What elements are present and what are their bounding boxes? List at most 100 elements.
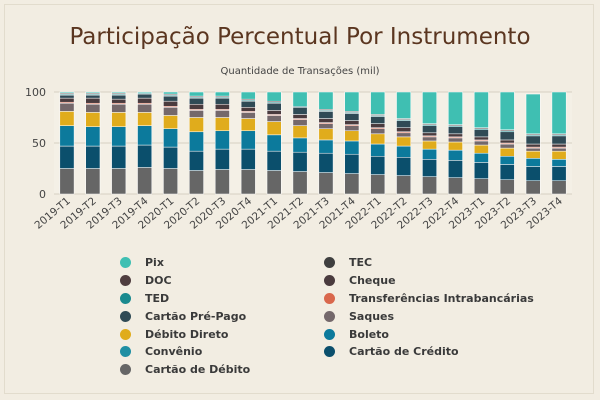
bar-segment xyxy=(189,103,204,110)
legend-label: Convênio xyxy=(145,345,203,359)
bar-segment xyxy=(370,123,386,128)
bar-segment xyxy=(189,110,204,118)
bar-segment xyxy=(85,168,101,195)
bar-segment xyxy=(59,102,75,112)
legend-item: DOC xyxy=(120,272,324,290)
bar-segment xyxy=(525,93,541,135)
bar-segment xyxy=(318,111,334,119)
bar-segment xyxy=(396,127,412,133)
bar-segment xyxy=(189,97,204,105)
bar-segment xyxy=(499,143,515,149)
bar-segment xyxy=(163,128,178,148)
bar-segment xyxy=(240,100,256,108)
bar-segment xyxy=(111,168,127,195)
bar-segment xyxy=(551,180,567,195)
bar-segment xyxy=(448,149,463,161)
bar-segment xyxy=(214,91,230,97)
bar-segment xyxy=(85,94,101,99)
legend-swatch xyxy=(120,328,131,340)
legend-label: Pix xyxy=(145,256,164,270)
bar-segment xyxy=(85,91,101,94)
chart-legend: Pix TEC DOC Cheque TED Transferências Intraba… xyxy=(120,254,540,379)
bar-segment xyxy=(473,129,489,138)
bar-segment xyxy=(59,111,75,126)
bar-segment xyxy=(266,91,282,102)
legend-label: DOC xyxy=(145,274,172,288)
bar-segment xyxy=(525,147,541,152)
legend-item: Pix xyxy=(120,254,324,272)
bar-segment xyxy=(111,126,127,147)
bar-segment xyxy=(163,115,178,129)
bar-segment xyxy=(396,175,412,195)
bar-segment xyxy=(422,159,437,177)
bar-segment xyxy=(266,134,282,152)
bar-segment xyxy=(240,112,256,119)
bar-segment xyxy=(318,118,334,123)
bar-segment xyxy=(111,145,127,169)
chart-subtitle: Quantidade de Transações (mil) xyxy=(220,66,380,77)
bar-segment xyxy=(396,91,412,119)
bar-segment xyxy=(137,103,153,113)
bar-segment xyxy=(499,91,515,130)
bar-segment xyxy=(396,157,412,176)
bar-segment xyxy=(344,130,360,142)
bar-segment xyxy=(163,168,178,195)
bar-segment xyxy=(214,117,230,132)
legend-item: Saques xyxy=(324,307,540,325)
bar-segment xyxy=(240,91,256,100)
bar-segment xyxy=(448,137,463,143)
legend-swatch xyxy=(120,364,131,376)
bar-segment xyxy=(189,91,204,97)
bar-segment xyxy=(422,132,437,137)
bar-segment xyxy=(318,91,334,110)
bar-segment xyxy=(59,94,75,99)
bar-segment xyxy=(473,144,489,154)
bar-segment xyxy=(163,91,178,95)
bar-segment xyxy=(344,173,360,195)
bar-segment xyxy=(551,147,567,152)
bar-segment xyxy=(344,120,360,125)
bar-segment xyxy=(551,150,567,160)
bar-segment xyxy=(396,132,412,138)
bar-segment xyxy=(473,152,489,163)
bar-segment xyxy=(163,107,178,116)
bar-segment xyxy=(370,143,386,157)
legend-label: Transferências Intrabancárias xyxy=(349,291,534,305)
bar-segment xyxy=(85,103,101,113)
legend-item: Cheque xyxy=(324,272,540,290)
bar-segment xyxy=(189,170,204,195)
legend-label: Cheque xyxy=(349,274,396,288)
bar-segment xyxy=(85,112,101,127)
bar-segment xyxy=(266,110,282,115)
bar-segment xyxy=(370,156,386,175)
bar-segment xyxy=(344,113,360,121)
bar-segment xyxy=(370,91,386,115)
bar-segment xyxy=(85,97,101,104)
bar-segment xyxy=(525,150,541,159)
bar-segment xyxy=(473,140,489,146)
bar-segment xyxy=(137,144,153,168)
bar-segment xyxy=(422,125,437,134)
bar-segment xyxy=(344,125,360,132)
bar-segment xyxy=(370,116,386,124)
bar-segment xyxy=(448,160,463,178)
legend-item: TED xyxy=(120,290,324,308)
legend-swatch xyxy=(324,275,335,287)
legend-swatch xyxy=(324,346,335,358)
bar-segment xyxy=(525,135,541,145)
bar-segment xyxy=(292,119,308,126)
bar-segment xyxy=(525,143,541,148)
bar-segment xyxy=(240,148,256,170)
bar-segment xyxy=(240,130,256,150)
bar-segment xyxy=(396,145,412,158)
legend-swatch xyxy=(324,292,335,304)
legend-item: Cartão Pré-Pago xyxy=(120,307,324,325)
bar-segment xyxy=(344,153,360,174)
bar-segment xyxy=(111,91,127,94)
bar-segment xyxy=(292,171,308,195)
bar-segment xyxy=(422,91,437,124)
bar-segment xyxy=(370,133,386,145)
y-tick-label: 100 xyxy=(25,86,46,99)
bar-segment xyxy=(266,115,282,122)
bar-segment xyxy=(292,114,308,119)
